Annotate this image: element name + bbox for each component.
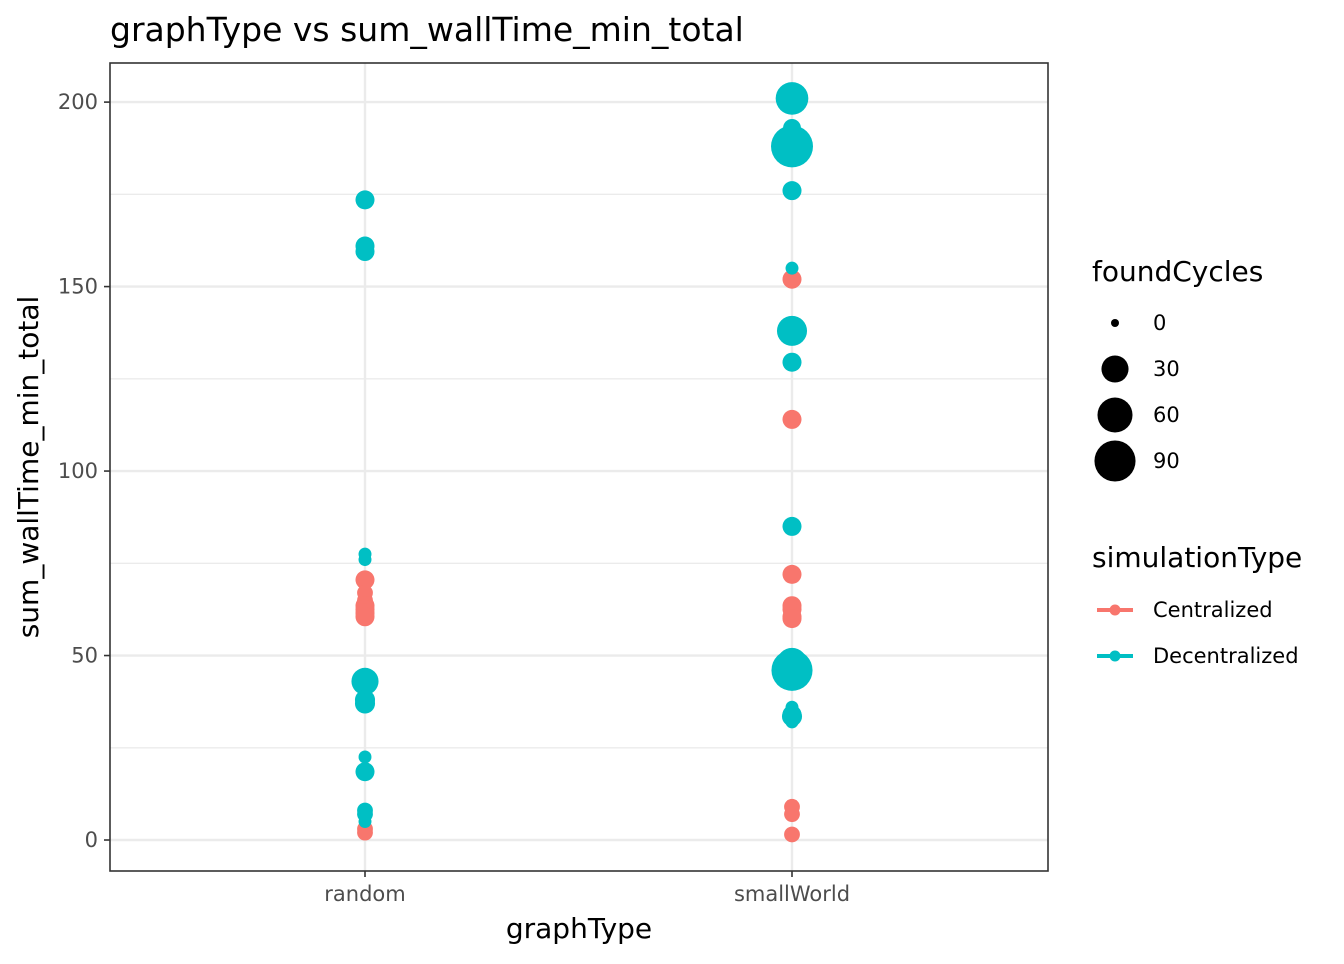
data-point (782, 609, 802, 629)
y-tick-label: 200 (58, 90, 98, 114)
data-point (355, 190, 375, 210)
color-legend-key (1109, 650, 1121, 662)
data-point (355, 762, 375, 782)
size-legend-label: 60 (1153, 403, 1180, 427)
size-legend-title: foundCycles (1092, 255, 1263, 288)
data-points (351, 82, 813, 843)
data-point (358, 750, 372, 764)
data-point (358, 815, 372, 829)
y-axis-title: sum_wallTime_min_total (12, 296, 45, 639)
x-tick-label: smallWorld (734, 882, 850, 906)
size-legend-key (1094, 440, 1136, 482)
size-legend: foundCycles 0 30 60 90 (1092, 255, 1263, 482)
x-axis-title: graphType (506, 912, 652, 945)
data-point (775, 82, 809, 115)
data-point (355, 607, 375, 627)
y-tick-label: 150 (58, 275, 98, 299)
size-legend-label: 0 (1153, 311, 1166, 335)
y-axis-ticks: 0 50 100 150 200 (58, 90, 110, 852)
size-legend-label: 90 (1153, 449, 1180, 473)
size-legend-key (1111, 319, 1119, 327)
data-point (771, 125, 813, 168)
color-legend: simulationType Centralized Decentralized (1092, 541, 1302, 668)
minor-gridlines (110, 193, 1048, 749)
data-point (785, 261, 799, 275)
chart-title: graphType vs sum_wallTime_min_total (110, 10, 744, 49)
size-legend-label: 30 (1153, 357, 1180, 381)
data-point (782, 352, 802, 372)
data-point (784, 826, 800, 843)
panel-border (109, 62, 1049, 872)
data-point (355, 242, 375, 262)
data-point (776, 315, 808, 346)
data-point (351, 667, 379, 695)
x-tick-label: random (324, 882, 405, 906)
data-point (782, 516, 802, 536)
data-point (782, 181, 802, 201)
color-legend-title: simulationType (1092, 541, 1302, 574)
data-point (355, 570, 375, 590)
data-point (771, 649, 813, 691)
data-point (358, 553, 372, 567)
color-legend-label: Centralized (1153, 598, 1273, 622)
plot-panel (109, 62, 1049, 872)
y-tick-label: 100 (58, 459, 98, 483)
data-point (785, 715, 799, 729)
data-point (782, 409, 802, 429)
size-legend-key (1101, 355, 1129, 383)
color-legend-label: Decentralized (1153, 644, 1299, 668)
size-legend-key (1097, 397, 1133, 433)
data-point (784, 806, 800, 823)
y-tick-label: 50 (71, 644, 98, 668)
panel-background (110, 63, 1048, 871)
x-axis-ticks: random smallWorld (324, 871, 850, 906)
data-point (354, 693, 376, 714)
data-point (782, 564, 802, 584)
data-point (357, 824, 373, 841)
data-point (782, 269, 802, 289)
y-tick-label: 0 (85, 828, 98, 852)
color-legend-key (1109, 604, 1121, 616)
